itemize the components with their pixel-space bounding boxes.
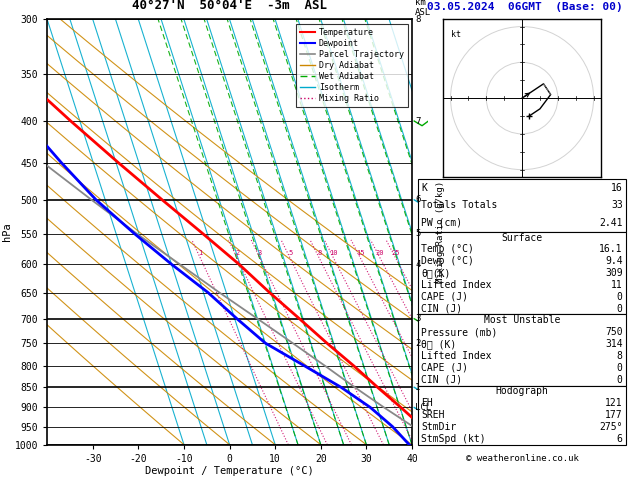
Text: 15: 15: [356, 250, 365, 256]
Text: 7: 7: [415, 117, 421, 125]
Text: 1: 1: [198, 250, 203, 256]
Text: CAPE (J): CAPE (J): [421, 292, 469, 302]
Text: Lifted Index: Lifted Index: [421, 351, 492, 361]
Text: 6: 6: [617, 434, 623, 444]
Text: 2: 2: [415, 339, 421, 347]
Text: 0: 0: [617, 292, 623, 302]
Text: 2: 2: [235, 250, 240, 256]
Text: 9.4: 9.4: [605, 256, 623, 266]
Text: EH: EH: [421, 398, 433, 408]
Text: 5: 5: [415, 229, 421, 238]
Text: 25: 25: [392, 250, 400, 256]
Text: 0: 0: [617, 363, 623, 373]
Text: Pressure (mb): Pressure (mb): [421, 327, 498, 337]
Text: CAPE (J): CAPE (J): [421, 363, 469, 373]
Text: 16: 16: [611, 183, 623, 193]
Text: 8: 8: [617, 351, 623, 361]
Text: 177: 177: [605, 410, 623, 420]
Text: Totals Totals: Totals Totals: [421, 200, 498, 210]
Text: 275°: 275°: [599, 422, 623, 432]
X-axis label: Dewpoint / Temperature (°C): Dewpoint / Temperature (°C): [145, 467, 314, 476]
Text: 121: 121: [605, 398, 623, 408]
Text: Lifted Index: Lifted Index: [421, 280, 492, 290]
Text: K: K: [421, 183, 427, 193]
Text: 4: 4: [415, 260, 421, 269]
Text: 3: 3: [258, 250, 262, 256]
Text: 0: 0: [617, 375, 623, 384]
Text: StmDir: StmDir: [421, 422, 457, 432]
Text: 16.1: 16.1: [599, 244, 623, 254]
Text: 3: 3: [415, 314, 421, 323]
Y-axis label: hPa: hPa: [2, 223, 12, 242]
Text: 750: 750: [605, 327, 623, 337]
Text: θᴇ(K): θᴇ(K): [421, 268, 451, 278]
Text: Temp (°C): Temp (°C): [421, 244, 474, 254]
Legend: Temperature, Dewpoint, Parcel Trajectory, Dry Adiabat, Wet Adiabat, Isotherm, Mi: Temperature, Dewpoint, Parcel Trajectory…: [296, 24, 408, 107]
Text: 40°27'N  50°04'E  -3m  ASL: 40°27'N 50°04'E -3m ASL: [132, 0, 327, 12]
Text: 1: 1: [415, 383, 421, 392]
Text: 8: 8: [415, 15, 421, 24]
Text: 6: 6: [415, 195, 421, 205]
Text: CIN (J): CIN (J): [421, 375, 462, 384]
Text: θᴇ (K): θᴇ (K): [421, 339, 457, 349]
Text: 2.41: 2.41: [599, 218, 623, 228]
Text: 5: 5: [288, 250, 292, 256]
Text: 8: 8: [317, 250, 321, 256]
Text: 03.05.2024  06GMT  (Base: 00): 03.05.2024 06GMT (Base: 00): [427, 2, 623, 12]
Text: 20: 20: [376, 250, 384, 256]
Text: SREH: SREH: [421, 410, 445, 420]
Text: 314: 314: [605, 339, 623, 349]
Text: CIN (J): CIN (J): [421, 304, 462, 313]
Text: © weatheronline.co.uk: © weatheronline.co.uk: [465, 454, 579, 464]
Text: Surface: Surface: [501, 232, 543, 243]
Text: LCL: LCL: [415, 403, 431, 412]
Text: Hodograph: Hodograph: [496, 386, 548, 397]
Text: Mixing Ratio (g/kg): Mixing Ratio (g/kg): [436, 181, 445, 283]
Text: StmSpd (kt): StmSpd (kt): [421, 434, 486, 444]
Text: Dewp (°C): Dewp (°C): [421, 256, 474, 266]
Text: kt: kt: [450, 30, 460, 39]
Text: PW (cm): PW (cm): [421, 218, 462, 228]
Text: 33: 33: [611, 200, 623, 210]
Text: 309: 309: [605, 268, 623, 278]
Text: km
ASL: km ASL: [415, 0, 431, 17]
Text: 10: 10: [330, 250, 338, 256]
Text: 0: 0: [617, 304, 623, 313]
Text: Most Unstable: Most Unstable: [484, 315, 560, 326]
Text: 11: 11: [611, 280, 623, 290]
